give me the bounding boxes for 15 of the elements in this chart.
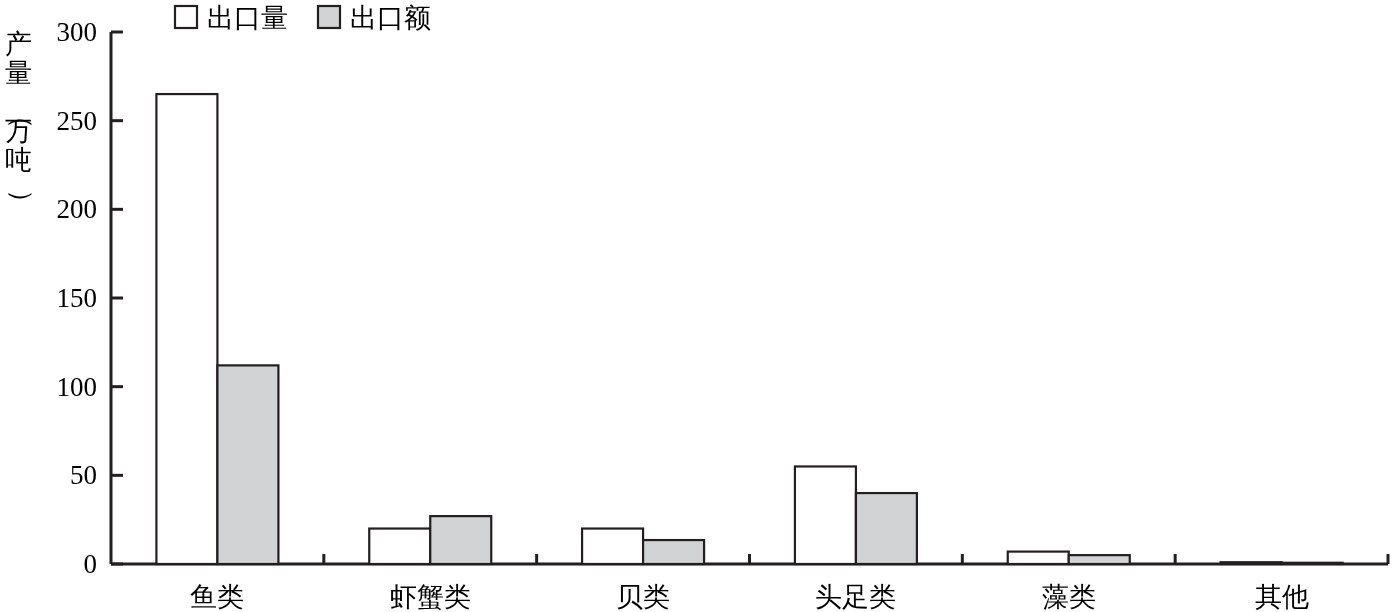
x-tick-label: 虾蟹类 bbox=[389, 582, 471, 612]
y-tick-label: 300 bbox=[56, 17, 97, 47]
y-tick-label: 50 bbox=[70, 460, 97, 491]
x-tick-label: 头足类 bbox=[815, 582, 897, 612]
legend-label: 出口额 bbox=[350, 3, 431, 33]
legend-label: 出口量 bbox=[207, 3, 288, 33]
y-tick-label: 100 bbox=[56, 371, 97, 402]
x-tick-label: 其他 bbox=[1254, 582, 1309, 612]
y-tick-label: 250 bbox=[56, 105, 97, 136]
y-tick-label: 200 bbox=[56, 194, 97, 225]
x-tick-label: 鱼类 bbox=[190, 582, 245, 612]
x-tick-label: 藻类 bbox=[1041, 582, 1096, 612]
y-tick-label: 0 bbox=[83, 549, 97, 579]
y-tick-label: 150 bbox=[56, 283, 97, 313]
x-tick-label: 贝类 bbox=[616, 582, 671, 612]
